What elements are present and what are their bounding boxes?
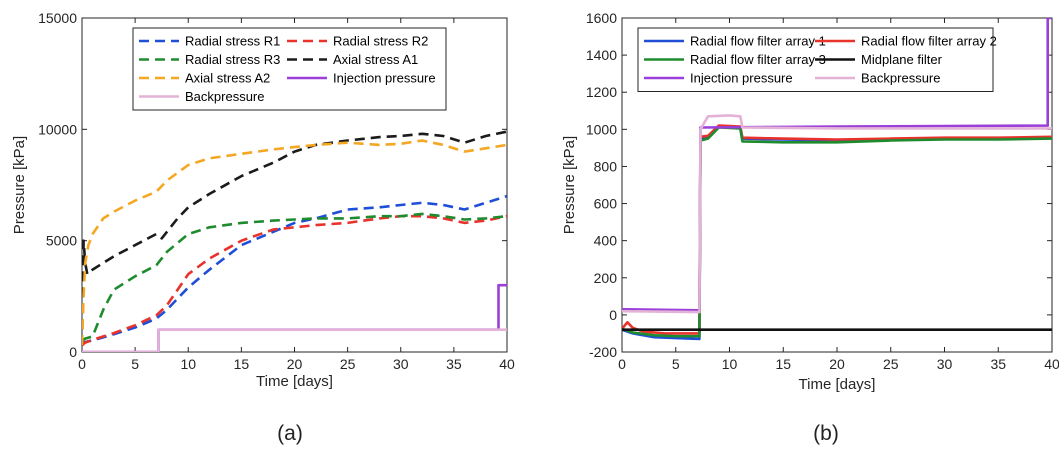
x-tick-label: 20	[287, 356, 303, 372]
y-tick-label: 800	[594, 158, 618, 174]
series-line-backpressure	[82, 328, 507, 352]
series-line-radial-stress-r3	[82, 212, 507, 342]
y-tick-label: 1000	[586, 121, 617, 137]
series-group	[82, 130, 507, 352]
x-tick-label: 25	[883, 356, 899, 372]
legend-label: Radial stress R2	[333, 34, 428, 49]
x-tick-label: 35	[446, 356, 462, 372]
series-line-axial-stress-a2	[82, 139, 507, 346]
series-line-radial-stress-r2	[82, 214, 507, 347]
x-tick-label: 10	[180, 356, 196, 372]
chart-panel-a: 0 5 10 15 20 25 30 35 40 0 5000 10000 15000 Time [day…	[11, 10, 515, 390]
x-tick-label: 0	[618, 356, 626, 372]
x-tick-label: 15	[234, 356, 250, 372]
y-tick-label: 5000	[46, 233, 77, 249]
series-line-radial-stress-r1	[82, 194, 507, 346]
x-tick-label: 40	[499, 356, 515, 372]
x-tick-label: 10	[722, 356, 738, 372]
y-tick-label: 1200	[586, 84, 617, 100]
x-tick-label: 20	[829, 356, 845, 372]
legend-label: Backpressure	[185, 89, 264, 104]
y-tick-label: 1600	[586, 10, 617, 26]
x-tick-label: 25	[340, 356, 356, 372]
legend-label: Backpressure	[861, 71, 940, 86]
x-axis-label: Time [days]	[256, 373, 333, 390]
legend-label: Radial flow filter array 2	[861, 34, 997, 49]
y-tick-label: 600	[594, 196, 618, 212]
panel-label-a: (a)	[277, 422, 303, 445]
panel-label-b: (b)	[813, 422, 839, 445]
legend-label: Injection pressure	[333, 71, 436, 86]
y-axis-label: Pressure [kPa]	[561, 136, 578, 234]
y-axis-label: Pressure [kPa]	[11, 136, 28, 234]
y-tick-label: 1400	[586, 47, 617, 63]
y-tick-label: 15000	[38, 10, 77, 26]
y-tick-label: 0	[69, 344, 77, 360]
legend-label: Radial stress R3	[185, 52, 280, 67]
legend-label: Radial flow filter array 3	[690, 52, 826, 67]
series-group	[622, 18, 1052, 341]
y-tick-label: 400	[594, 233, 618, 249]
x-tick-label: 30	[937, 356, 953, 372]
chart-panel-b: 0 5 10 15 20 25 30 35 40-20002004006008001000120…	[561, 10, 1059, 393]
legend-label: Axial stress A2	[185, 71, 270, 86]
x-tick-label: 35	[990, 356, 1006, 372]
x-tick-label: 5	[131, 356, 139, 372]
series-line-backpressure	[622, 114, 1052, 314]
x-tick-label: 0	[78, 356, 86, 372]
legend-label: Injection pressure	[690, 71, 793, 86]
y-tick-label: 0	[609, 307, 617, 323]
y-tick-label: -200	[589, 344, 617, 360]
series-line-axial-stress-a1	[82, 130, 507, 346]
y-tick-label: 10000	[38, 121, 77, 137]
legend-label: Midplane filter	[861, 52, 943, 67]
x-tick-label: 30	[393, 356, 409, 372]
x-tick-label: 5	[672, 356, 680, 372]
x-tick-label: 40	[1044, 356, 1059, 372]
x-axis-label: Time [days]	[799, 376, 876, 393]
legend-label: Radial flow filter array 1	[690, 34, 826, 49]
y-tick-label: 200	[594, 270, 618, 286]
legend-label: Axial stress A1	[333, 52, 418, 67]
x-tick-label: 15	[775, 356, 791, 372]
legend-label: Radial stress R1	[185, 34, 280, 49]
